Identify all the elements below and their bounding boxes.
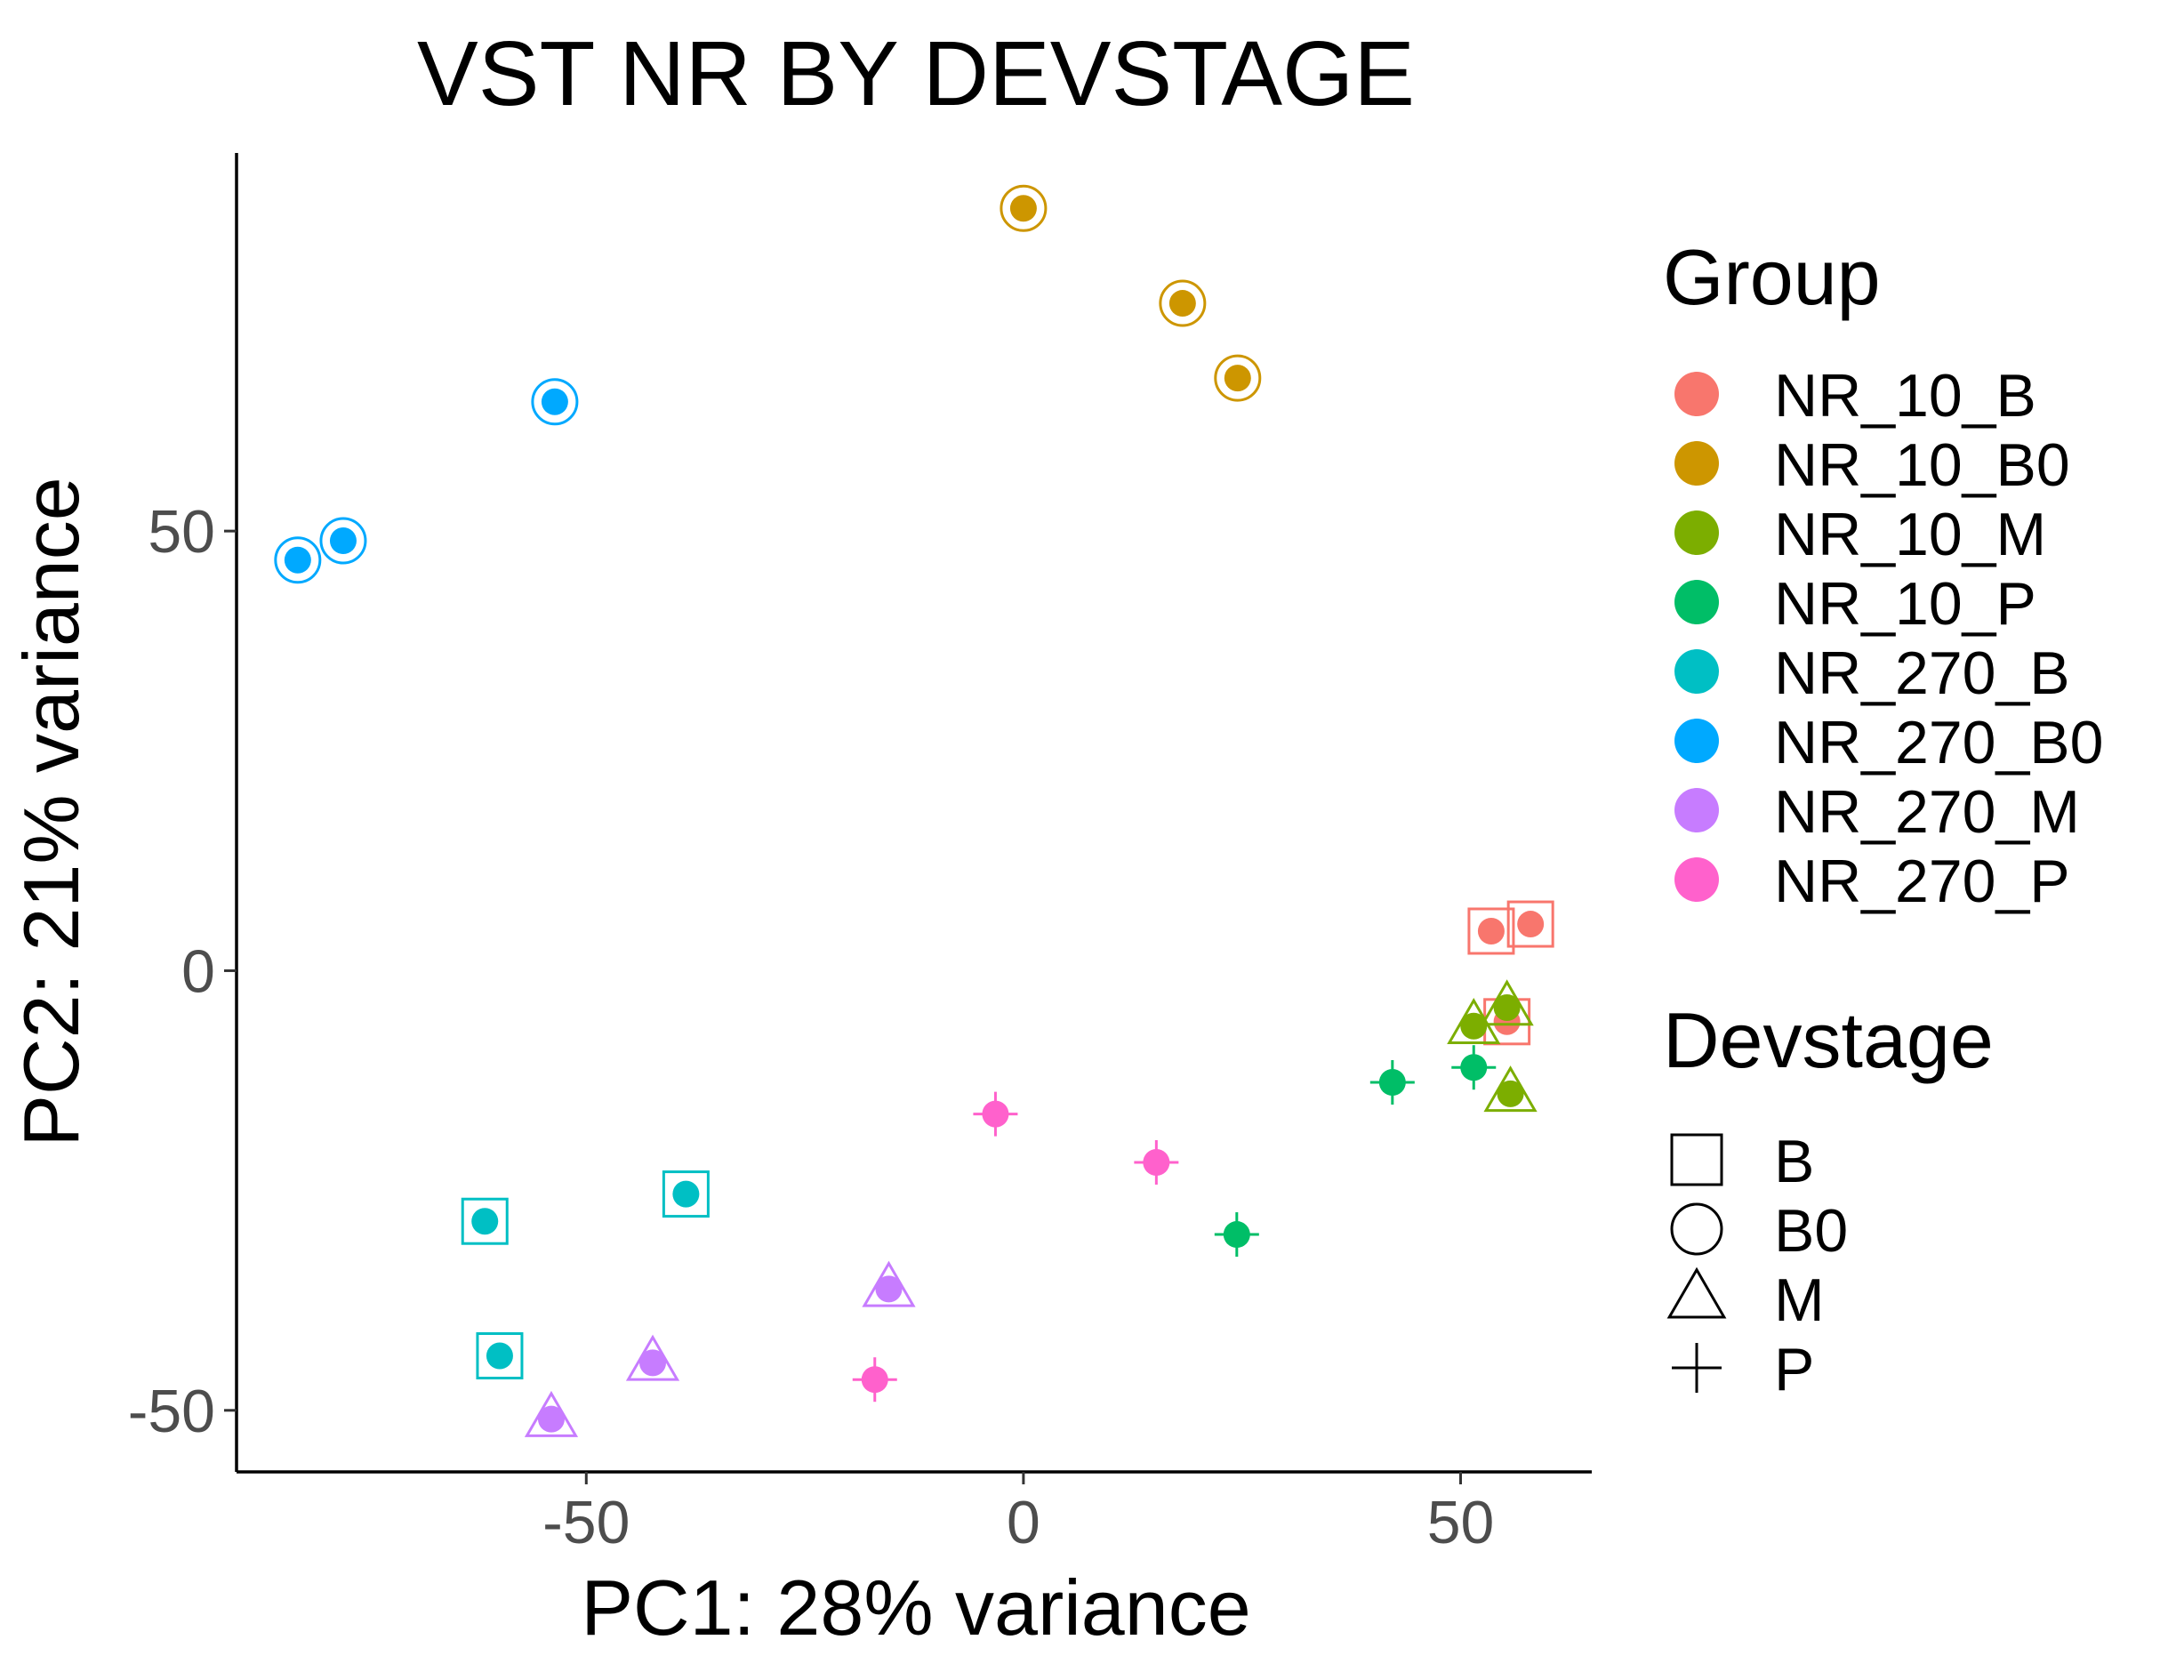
legend-shape	[1672, 1343, 1722, 1393]
data-point	[1159, 279, 1207, 327]
data-point	[862, 1260, 916, 1307]
data-point	[1214, 354, 1262, 402]
legend-devstage-item: P	[1672, 1336, 1814, 1403]
x-tick-label: 50	[1427, 1489, 1495, 1556]
legend-group-label: NR_10_P	[1774, 570, 2036, 638]
data-point	[1506, 900, 1554, 948]
data-point	[1451, 1045, 1497, 1090]
data-point	[1369, 1060, 1415, 1105]
x-tick-label: -50	[542, 1489, 630, 1556]
legend-group: Group NR_10_BNR_10_B0NR_10_MNR_10_PNR_27…	[1663, 233, 2103, 915]
y-tick-label: 0	[181, 937, 215, 1005]
legend-swatch	[1674, 580, 1719, 624]
chart-title: VST NR BY DEVSTAGE	[417, 22, 1415, 125]
legend-devstage-label: M	[1774, 1266, 1825, 1334]
legend-devstage-label: B0	[1774, 1197, 1848, 1265]
data-point	[524, 1390, 579, 1437]
x-tick-label: 0	[1007, 1489, 1040, 1556]
legend-shape	[1670, 1133, 1723, 1186]
legend-devstage-label: P	[1774, 1336, 1814, 1403]
legend-devstage-title: Devstage	[1663, 996, 1994, 1084]
data-point	[461, 1197, 509, 1245]
data-point	[1134, 1139, 1179, 1185]
legend-swatch	[1674, 649, 1719, 694]
legend-group-item: NR_270_B0	[1674, 709, 2103, 776]
legend-group-item: NR_10_P	[1674, 570, 2036, 638]
data-point	[1000, 184, 1048, 232]
legend-group-item: NR_10_B	[1674, 362, 2036, 430]
y-tick-label: 50	[148, 498, 215, 566]
legend-shape	[1666, 1266, 1727, 1319]
legend-swatch	[1674, 510, 1719, 555]
data-point	[1214, 1212, 1259, 1258]
legend-group-label: NR_270_M	[1774, 778, 2080, 846]
legend-devstage-label: B	[1774, 1128, 1814, 1195]
legend-group-item: NR_10_M	[1674, 501, 2046, 568]
data-point	[662, 1170, 710, 1218]
legend-devstage-item: B0	[1670, 1197, 1848, 1265]
legend-shape	[1670, 1202, 1723, 1256]
legend-group-label: NR_270_B	[1774, 639, 2070, 707]
data-point	[1467, 907, 1515, 955]
plot-area	[274, 184, 1554, 1437]
legend-group-item: NR_270_B	[1674, 639, 2070, 707]
legend-group-label: NR_10_B0	[1774, 431, 2070, 499]
legend-group-item: NR_270_M	[1674, 778, 2080, 846]
legend-group-item: NR_270_P	[1674, 848, 2070, 915]
legend-group-label: NR_270_P	[1774, 848, 2070, 915]
legend-swatch	[1674, 719, 1719, 763]
data-point	[319, 517, 367, 565]
legend-swatch	[1674, 788, 1719, 832]
legend-devstage-item: M	[1666, 1266, 1825, 1334]
data-point	[1480, 979, 1534, 1026]
legend-group-item: NR_10_B0	[1674, 431, 2070, 499]
data-point	[1447, 998, 1501, 1044]
x-axis-ticks: -50 0 50	[542, 1472, 1494, 1556]
y-tick-label: -50	[128, 1378, 215, 1445]
legend-swatch	[1674, 372, 1719, 416]
data-point	[476, 1331, 524, 1379]
legend-group-label: NR_10_B	[1774, 362, 2036, 430]
legend-group-label: NR_270_B0	[1774, 709, 2103, 776]
data-point	[1483, 1065, 1538, 1113]
y-axis-title: PC2: 21% variance	[7, 477, 95, 1146]
legend-swatch	[1674, 441, 1719, 486]
data-point	[973, 1091, 1018, 1137]
data-point	[274, 536, 322, 584]
legend-group-label: NR_10_M	[1774, 501, 2046, 568]
data-point	[531, 378, 579, 426]
legend-swatch	[1674, 857, 1719, 902]
x-axis-title: PC1: 28% variance	[581, 1563, 1250, 1652]
legend-devstage-item: B	[1670, 1128, 1814, 1195]
data-point	[852, 1357, 897, 1403]
legend-group-title: Group	[1663, 233, 1881, 321]
data-point	[625, 1334, 680, 1381]
y-axis-ticks: -50 0 50	[128, 498, 237, 1445]
